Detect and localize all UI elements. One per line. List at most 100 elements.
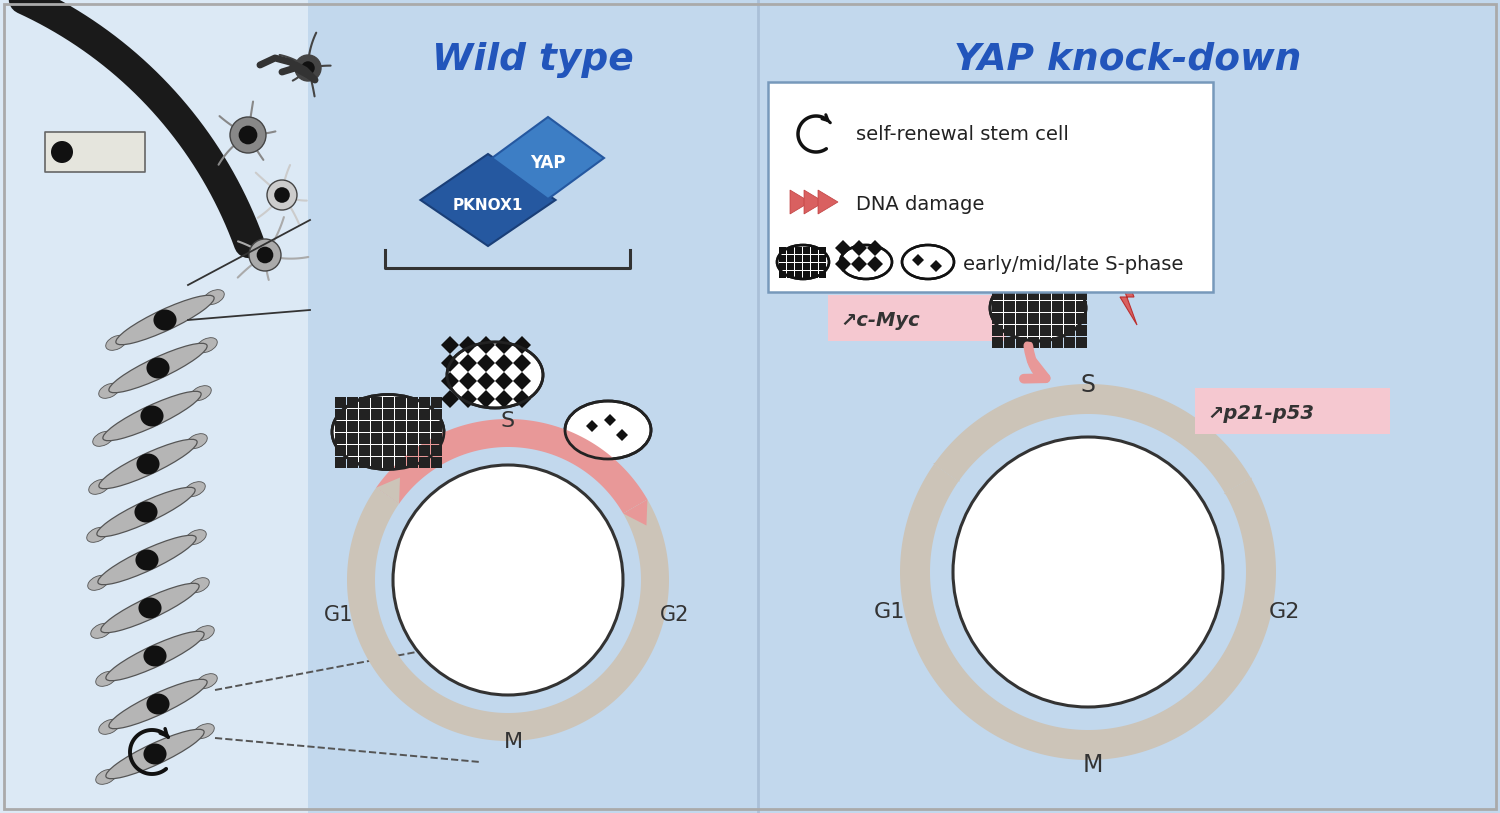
Ellipse shape — [447, 342, 543, 408]
Bar — [992, 289, 1004, 300]
Bar — [419, 433, 430, 444]
Polygon shape — [420, 154, 555, 246]
Polygon shape — [836, 256, 850, 272]
Polygon shape — [850, 256, 867, 272]
Bar — [778, 255, 786, 262]
Text: G1: G1 — [324, 605, 352, 625]
Polygon shape — [459, 336, 477, 354]
Polygon shape — [477, 390, 495, 408]
Bar — [334, 397, 346, 408]
Ellipse shape — [204, 289, 225, 305]
Bar — [430, 421, 442, 432]
Polygon shape — [616, 429, 628, 441]
Bar — [394, 397, 406, 408]
Polygon shape — [346, 488, 669, 741]
Bar — [992, 325, 1004, 336]
Text: M: M — [504, 732, 522, 752]
Polygon shape — [912, 254, 924, 266]
Bar — [1016, 337, 1028, 348]
Bar — [1016, 313, 1028, 324]
Bar — [382, 433, 394, 444]
Bar — [346, 421, 358, 432]
Ellipse shape — [186, 433, 207, 449]
Bar — [795, 247, 802, 254]
Polygon shape — [441, 390, 459, 408]
Polygon shape — [376, 419, 648, 514]
Bar — [430, 433, 442, 444]
Bar — [802, 271, 810, 278]
Text: early/mid/late S-phase: early/mid/late S-phase — [963, 254, 1184, 273]
Bar — [430, 409, 442, 420]
Bar — [1028, 313, 1039, 324]
Bar — [1004, 325, 1016, 336]
Bar — [346, 409, 358, 420]
Bar — [795, 255, 802, 262]
Ellipse shape — [196, 337, 217, 353]
Polygon shape — [441, 336, 459, 354]
Bar — [358, 433, 370, 444]
Circle shape — [238, 126, 258, 145]
Ellipse shape — [99, 720, 120, 734]
Bar — [394, 421, 406, 432]
Bar — [819, 247, 827, 254]
Polygon shape — [867, 240, 883, 256]
Text: self-renewal stem cell: self-renewal stem cell — [856, 125, 1070, 145]
Bar — [1052, 325, 1064, 336]
Ellipse shape — [87, 576, 108, 590]
Polygon shape — [441, 354, 459, 372]
Bar — [0, 0, 308, 813]
Bar — [358, 421, 370, 432]
Ellipse shape — [104, 391, 201, 441]
Polygon shape — [441, 372, 459, 390]
Polygon shape — [495, 336, 513, 354]
Bar — [394, 433, 406, 444]
Bar — [1040, 337, 1052, 348]
Polygon shape — [850, 240, 867, 256]
Polygon shape — [513, 336, 531, 354]
Bar — [406, 409, 418, 420]
Bar — [1040, 325, 1052, 336]
Polygon shape — [513, 354, 531, 372]
Ellipse shape — [144, 646, 166, 667]
Bar — [1016, 325, 1028, 336]
Bar — [778, 263, 786, 270]
Bar — [346, 397, 358, 408]
Bar — [406, 445, 418, 456]
Circle shape — [302, 61, 315, 75]
Ellipse shape — [110, 680, 207, 728]
Bar — [370, 409, 382, 420]
Bar — [382, 409, 394, 420]
Bar — [819, 263, 827, 270]
Ellipse shape — [144, 744, 166, 764]
Polygon shape — [790, 190, 810, 214]
Circle shape — [230, 117, 266, 153]
FancyBboxPatch shape — [828, 295, 1007, 341]
Polygon shape — [459, 390, 477, 408]
Bar — [812, 263, 818, 270]
Ellipse shape — [135, 550, 159, 571]
Polygon shape — [513, 372, 531, 390]
Ellipse shape — [990, 275, 1086, 341]
Circle shape — [296, 55, 321, 81]
Bar — [1076, 337, 1088, 348]
Polygon shape — [836, 240, 850, 256]
Polygon shape — [477, 354, 495, 372]
Bar — [1076, 277, 1088, 288]
Bar — [370, 421, 382, 432]
Bar — [788, 255, 794, 262]
Bar — [1064, 325, 1076, 336]
Text: ↗p21-p53: ↗p21-p53 — [1208, 403, 1314, 423]
Bar — [419, 409, 430, 420]
Bar — [1052, 313, 1064, 324]
Bar — [992, 277, 1004, 288]
Bar — [346, 433, 358, 444]
Bar — [1028, 337, 1039, 348]
Polygon shape — [477, 372, 495, 390]
Bar — [1004, 289, 1016, 300]
Bar — [1004, 301, 1016, 312]
Text: Wild type: Wild type — [432, 42, 634, 78]
Ellipse shape — [147, 358, 170, 379]
Bar — [778, 247, 786, 254]
Bar — [382, 445, 394, 456]
Polygon shape — [1116, 253, 1137, 325]
